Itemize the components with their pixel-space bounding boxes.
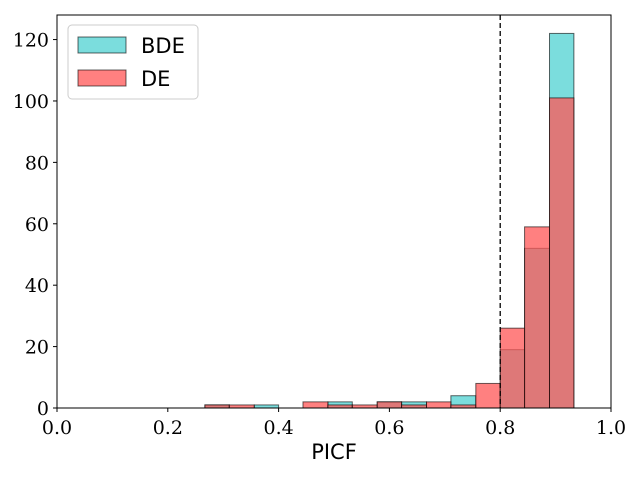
y-tick-label: 120	[13, 30, 49, 52]
x-tick-label: 0.4	[263, 417, 293, 439]
y-axis-ticks: 0 20 40 60 80 100 120	[13, 30, 57, 420]
x-axis-ticks: 0.0 0.2 0.4 0.6 0.8 1.0	[42, 408, 626, 439]
y-tick-label: 20	[25, 337, 49, 359]
x-tick-label: 0.6	[374, 417, 404, 439]
de-legend-label: DE	[141, 67, 170, 91]
bde-legend-swatch	[77, 36, 127, 54]
legend: BDE DE	[67, 24, 199, 100]
y-tick-label: 80	[25, 152, 49, 174]
de-bar-2	[302, 401, 329, 409]
bde-legend-label: BDE	[141, 34, 185, 58]
de-bar-12	[549, 97, 575, 409]
x-tick-label: 0.8	[485, 417, 515, 439]
de-bar-9	[475, 382, 501, 409]
de-bar-10	[499, 327, 526, 409]
x-tick-label: 1.0	[596, 417, 626, 439]
y-tick-label: 100	[13, 91, 49, 113]
y-tick-label: 40	[25, 275, 49, 297]
de-bar-5	[376, 401, 403, 409]
x-axis-label: PICF	[311, 440, 357, 464]
y-tick-label: 0	[37, 398, 49, 420]
plot-frame	[56, 14, 612, 409]
de-bar-11	[524, 226, 551, 409]
de-legend-swatch	[77, 69, 127, 87]
bars-layer	[204, 32, 575, 409]
x-tick-label: 0.2	[153, 417, 183, 439]
y-tick-label: 60	[25, 214, 49, 236]
de-bar-7	[426, 401, 452, 409]
x-tick-label: 0.0	[42, 417, 72, 439]
